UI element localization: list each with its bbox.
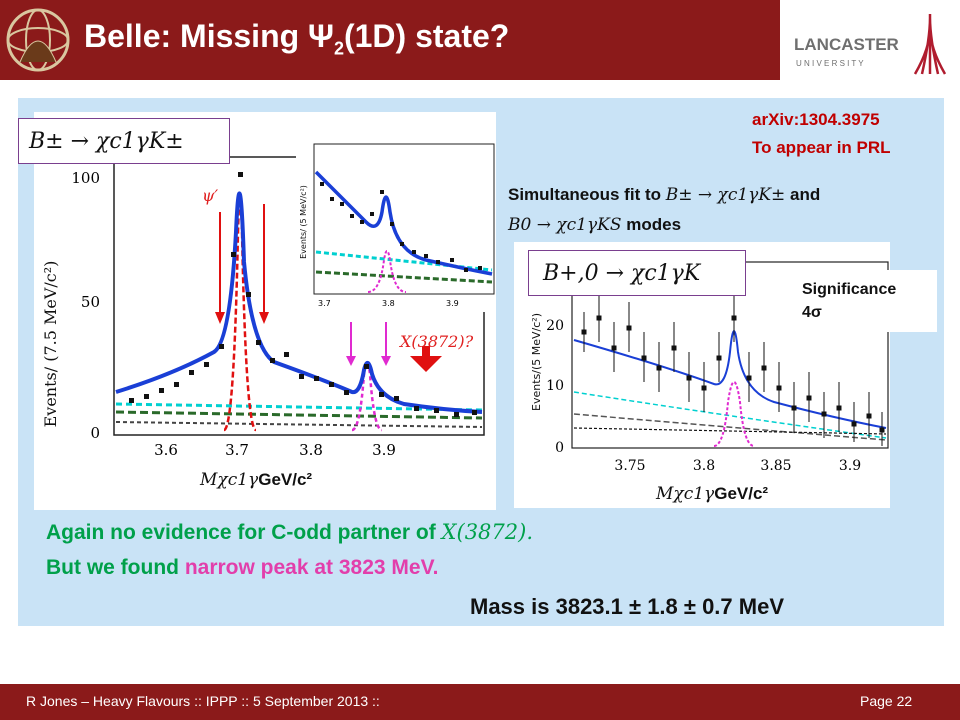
left-formula-box: B± → χc1γK± xyxy=(18,118,230,164)
inset-xtick: 3.8 xyxy=(382,299,395,308)
left-axis-label: Mχc1γGeV/c² xyxy=(196,470,317,490)
logo-text-bottom: U N I V E R S I T Y xyxy=(796,59,864,68)
lancaster-logo-icon: LANCASTER U N I V E R S I T Y xyxy=(794,14,947,75)
significance-label: Significance xyxy=(802,281,897,298)
x3872-label: X(3872)? xyxy=(400,332,474,351)
left-data-points xyxy=(129,172,477,417)
significance-box: Significance 4σ xyxy=(792,270,937,332)
left-plot-svg: Events/ (7.5 MeV/c²) 0 50 100 3.6 3.7 3.… xyxy=(41,156,485,459)
right-ytick: 0 xyxy=(555,440,564,456)
mass-result: Mass is 3823.1 ± 1.8 ± 0.7 MeV xyxy=(470,594,785,619)
footer-bar: R Jones – Heavy Flavours :: IPPP :: 5 Se… xyxy=(0,684,960,720)
footer-credit: R Jones – Heavy Flavours :: IPPP :: 5 Se… xyxy=(26,693,380,709)
conclusion-line-1: Again no evidence for C-odd partner of X… xyxy=(46,520,534,544)
right-xtick: 3.85 xyxy=(760,458,791,474)
left-xtick: 3.7 xyxy=(225,441,249,459)
fit-description: Simultaneous fit to B± → χc1γK± and B0 →… xyxy=(508,185,821,235)
logo-text-top: LANCASTER xyxy=(794,35,899,54)
psi-prime-label: ψ′ xyxy=(202,186,219,205)
left-inset-plot: Events/ (5 MeV/c²) 3.7 3.8 3.9 xyxy=(296,142,496,312)
left-xtick: 3.9 xyxy=(372,441,396,459)
publication-status: To appear in PRL xyxy=(752,138,891,157)
left-xtick: 3.8 xyxy=(299,441,323,459)
right-plot-svg: Events/(5 MeV/c²) 0 10 20 3.75 3.8 3.85 … xyxy=(530,261,889,474)
right-ytick: 20 xyxy=(546,318,564,334)
left-ytick: 50 xyxy=(81,293,100,311)
arrowhead-icon xyxy=(259,312,269,324)
inset-xtick: 3.9 xyxy=(446,299,459,308)
inset-y-axis-label: Events/ (5 MeV/c²) xyxy=(299,185,308,259)
left-bkg-green xyxy=(115,410,483,420)
arxiv-ref: arXiv:1304.3975 xyxy=(752,110,880,129)
right-xtick: 3.75 xyxy=(614,458,645,474)
left-bkg-black xyxy=(115,421,483,428)
left-ytick: 100 xyxy=(71,169,100,187)
right-xtick: 3.8 xyxy=(693,458,715,474)
arrowhead-icon xyxy=(215,312,225,324)
significance-value: 4σ xyxy=(802,304,822,321)
conclusion-line-2: But we found narrow peak at 3823 MeV. xyxy=(46,556,439,579)
title-bar xyxy=(0,0,780,80)
right-axis-label: Mχc1γGeV/c² xyxy=(652,484,773,504)
right-y-axis-label: Events/(5 MeV/c²) xyxy=(530,313,543,411)
atlas-logo-icon xyxy=(6,8,70,72)
right-ytick: 10 xyxy=(546,378,564,394)
page-number: Page 22 xyxy=(860,693,913,709)
left-bkg-cyan xyxy=(115,402,483,412)
arrowhead-icon xyxy=(346,356,356,366)
left-y-axis-label: Events/ (7.5 MeV/c²) xyxy=(41,261,60,428)
x3872-arrow-icon xyxy=(410,346,442,372)
reference-block: arXiv:1304.3975 To appear in PRL xyxy=(752,106,891,162)
inset-xtick: 3.7 xyxy=(318,299,331,308)
right-xtick: 3.9 xyxy=(839,458,861,474)
right-formula-box: B+,0 → χc1γK xyxy=(528,250,746,296)
left-plot: Events/ (7.5 MeV/c²) 0 50 100 3.6 3.7 3.… xyxy=(34,112,496,510)
page-title: Belle: Missing Ψ2(1D) state? xyxy=(84,18,510,59)
left-magenta-peak xyxy=(351,361,383,432)
arrowhead-icon xyxy=(381,356,391,366)
left-ytick: 0 xyxy=(90,424,100,442)
left-xtick: 3.6 xyxy=(154,441,178,459)
